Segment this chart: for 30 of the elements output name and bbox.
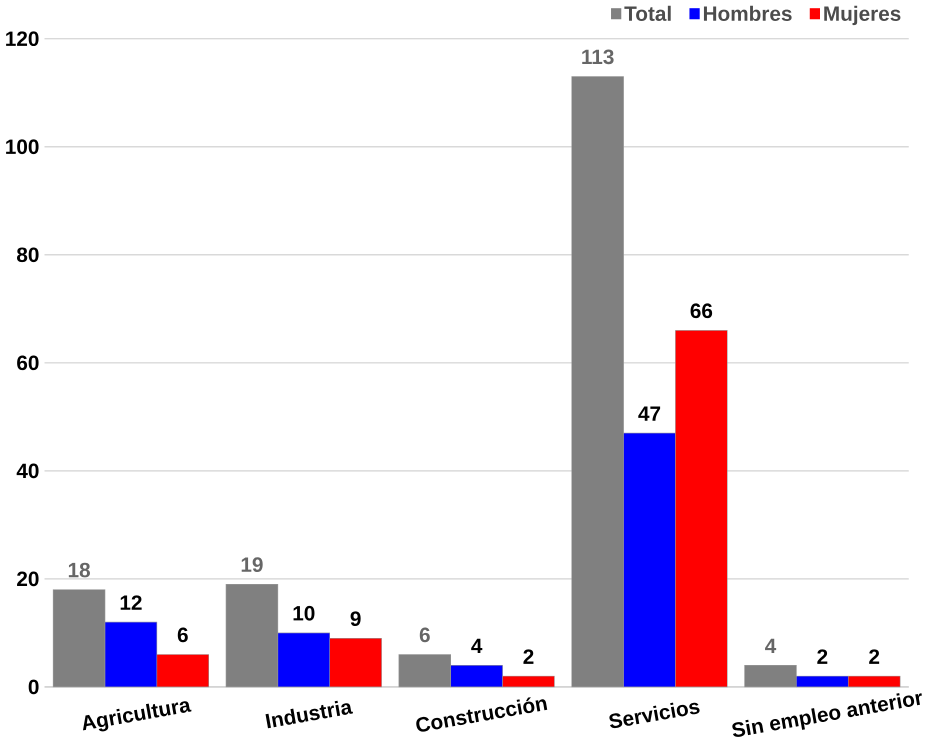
data-label: 2	[817, 650, 828, 664]
data-label: 10	[294, 606, 314, 621]
y-tick-label: 80	[17, 248, 39, 262]
data-label: 6	[420, 628, 430, 642]
y-tick-label: 60	[17, 356, 39, 370]
x-tick-label: Servicios	[609, 702, 700, 728]
data-label: 2	[523, 650, 534, 664]
x-tick-label: Agricultura	[82, 701, 192, 732]
legend-label: Total	[624, 6, 671, 22]
data-label: 66	[690, 304, 712, 318]
legend-label: Mujeres	[824, 6, 900, 26]
data-label: 18	[68, 562, 90, 578]
data-label: 47	[638, 406, 660, 421]
data-label: 4	[765, 638, 776, 654]
y-tick-label: 100	[6, 140, 39, 154]
data-label: 113	[582, 50, 614, 64]
legend-label: Hombres	[704, 6, 792, 22]
y-tick-label: 20	[17, 572, 39, 586]
data-label: 4	[471, 638, 482, 654]
data-label: 12	[120, 596, 142, 610]
data-label: 9	[350, 612, 361, 626]
data-label: 19	[242, 558, 263, 572]
y-tick-label: 120	[6, 32, 39, 46]
y-tick-label: 0	[28, 680, 39, 694]
x-tick-label: Construcción	[416, 697, 548, 732]
x-tick-label: Sin empleo anterior	[732, 693, 922, 738]
data-label: 6	[178, 628, 188, 642]
y-tick-label: 40	[16, 464, 39, 478]
x-tick-label: Industria	[266, 701, 354, 729]
data-label: 2	[869, 650, 880, 664]
